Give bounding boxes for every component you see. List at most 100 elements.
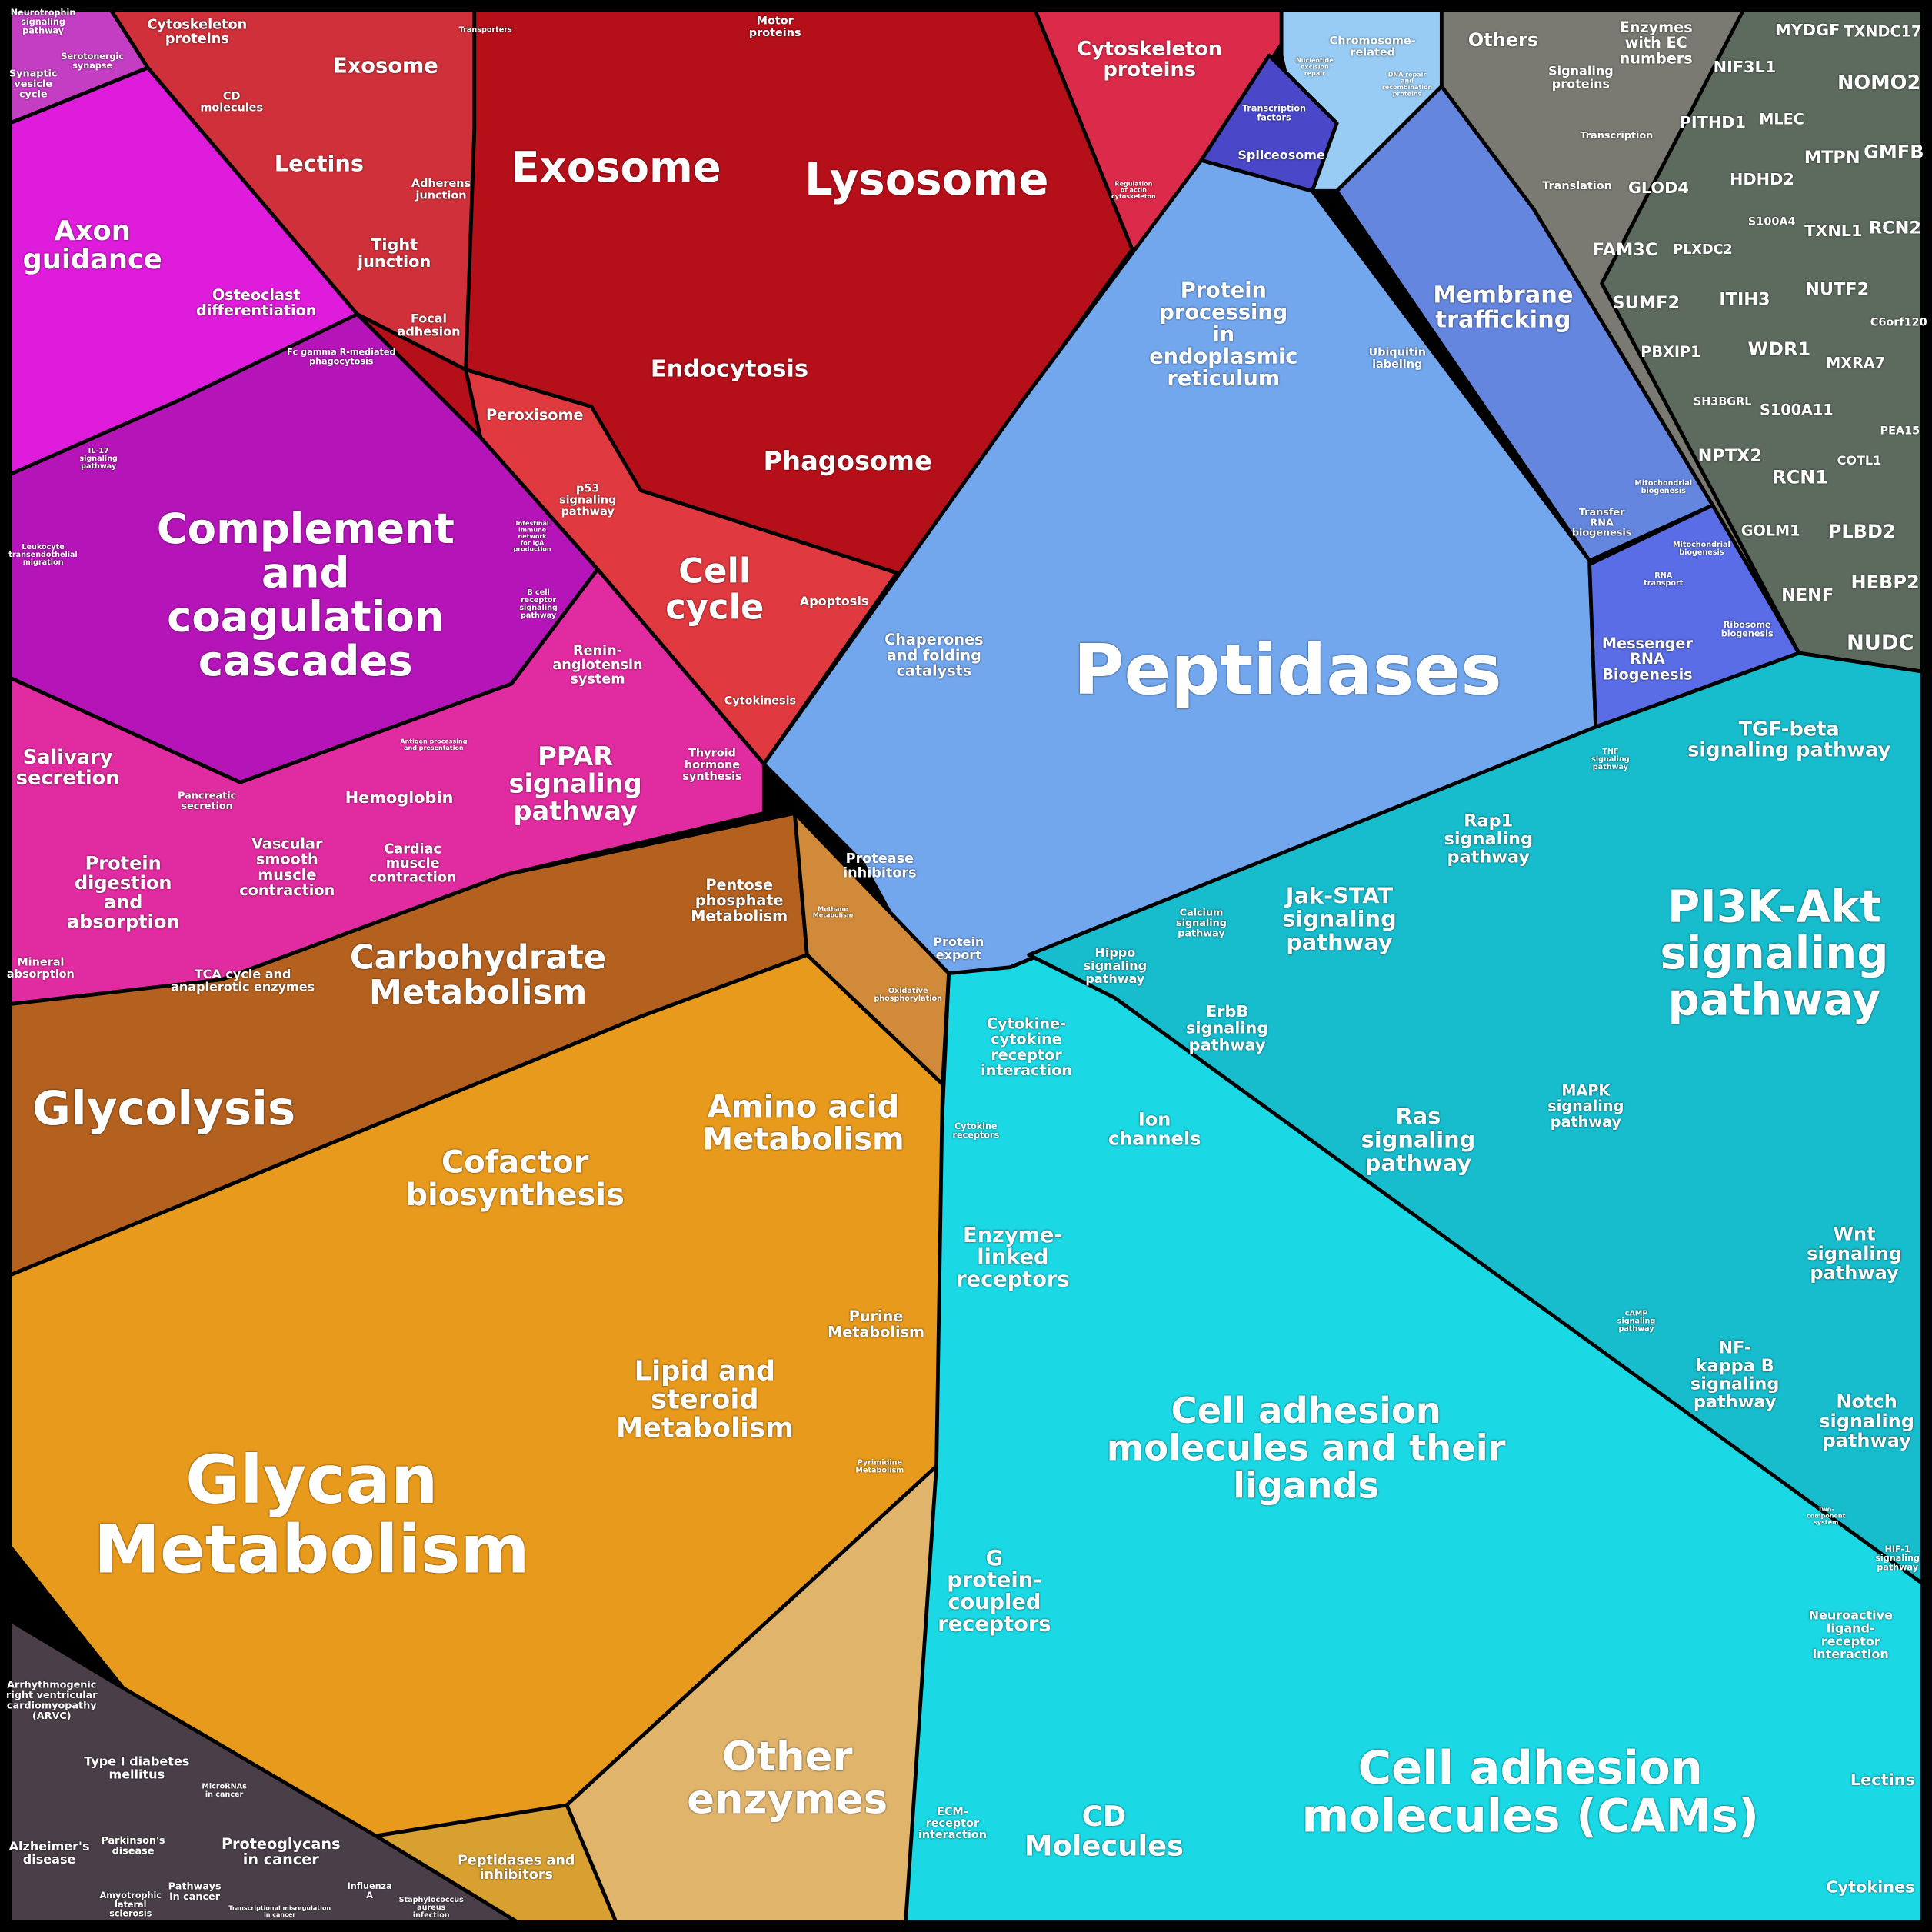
label-line: p53	[576, 482, 599, 495]
label-line: endoplasmic	[1149, 345, 1297, 368]
cell-label: Fc gamma R-mediated phagocytosis	[287, 348, 396, 367]
cell-label: GLOD4	[1628, 178, 1689, 197]
cell-label: Cytoskeleton proteins	[1077, 38, 1222, 82]
label-line: receptors	[956, 1267, 1069, 1291]
cell-label: Salivary secretion	[16, 746, 120, 790]
cell-label: p53 signaling pathway	[559, 482, 616, 518]
label-line: PPAR	[538, 741, 613, 771]
label-line: contraction	[239, 881, 335, 899]
cell-label: Transcription	[1580, 130, 1653, 142]
label-line: interaction	[1813, 1647, 1889, 1661]
label-line: Osteoclast	[212, 286, 301, 304]
label-line: C6orf120	[1870, 317, 1927, 329]
label-line: Motor	[757, 15, 794, 28]
label-line: CD	[1082, 1799, 1127, 1832]
label-line: Complement	[157, 504, 455, 553]
label-line: cycle	[665, 587, 764, 628]
label-line: PLBD2	[1828, 521, 1896, 542]
label-line: Spliceosome	[1237, 147, 1325, 162]
cell-label: Translation	[1542, 180, 1612, 192]
cell-label: cAMP signaling pathway	[1617, 1309, 1656, 1333]
label-line: Intestinal	[516, 520, 549, 527]
cell-label: MicroRNAs in cancer	[202, 1783, 247, 1799]
label-line: Hemoglobin	[345, 788, 454, 807]
label-line: signaling	[1547, 1097, 1624, 1114]
label-line: receptors	[938, 1612, 1051, 1636]
label-line: Other	[722, 1734, 853, 1780]
cell-label: Peptidases and inhibitors	[458, 1853, 575, 1883]
cell-label: TXNDC17	[1844, 22, 1922, 40]
cell-label: MLEC	[1759, 110, 1804, 128]
label-line: NF-	[1718, 1337, 1751, 1357]
label-line: DNA repair	[1388, 71, 1427, 78]
cell-label: CD molecules	[200, 90, 263, 114]
label-line: sclerosis	[109, 1909, 152, 1919]
label-line: channels	[1108, 1128, 1201, 1150]
label-line: Cytokines	[1826, 1877, 1914, 1896]
label-line: labeling	[1372, 358, 1422, 371]
label-line: Transfer	[1579, 506, 1625, 518]
cell-label: Glycan Metabolism	[94, 1442, 530, 1589]
label-line: absorption	[67, 911, 180, 932]
label-line: immune	[518, 526, 547, 533]
label-line: angiotensin	[552, 658, 642, 673]
label-line: repair	[1304, 69, 1325, 76]
label-line: signaling	[1282, 906, 1397, 932]
label-line: cytokine	[991, 1030, 1061, 1048]
label-line: Transcriptional misregulation	[228, 1904, 331, 1911]
cell-label: Oxidative phosphorylation	[874, 987, 942, 1003]
cell-label: Pancreatic secretion	[178, 790, 236, 811]
label-line: NPTX2	[1698, 445, 1762, 465]
label-line: Lectins	[275, 151, 364, 177]
label-line: contraction	[369, 871, 457, 886]
label-line: Messenger	[1602, 634, 1694, 651]
label-line: hormone	[685, 759, 740, 771]
label-line: Transcription	[1580, 130, 1653, 142]
label-line: lateral	[115, 1900, 146, 1910]
label-line: signaling	[1591, 755, 1630, 764]
label-line: Pathways	[168, 1880, 222, 1892]
label-line: in cancer	[264, 1910, 295, 1917]
label-line: RNA	[1654, 571, 1672, 580]
label-line: biosynthesis	[405, 1178, 625, 1213]
label-line: Metabolism	[702, 1122, 904, 1158]
label-line: NUTF2	[1805, 279, 1869, 299]
label-line: NENF	[1781, 585, 1834, 605]
label-line: RNA	[1590, 517, 1614, 528]
label-line: kappa B	[1696, 1356, 1774, 1376]
cell-label: Complement and coagulation cascades	[157, 504, 455, 685]
label-line: ECM-	[937, 1806, 968, 1818]
label-line: Methane	[818, 905, 848, 912]
label-line: coupled	[948, 1591, 1041, 1614]
cell-label: S100A11	[1760, 401, 1834, 418]
label-line: Fc gamma R-mediated	[287, 348, 396, 358]
label-line: Transcription	[1242, 104, 1306, 114]
label-line: G	[986, 1546, 1003, 1570]
region-splice	[1199, 53, 1339, 193]
label-line: cascades	[198, 636, 413, 685]
cell-label: Mitochondrial biogenesis	[1634, 479, 1692, 495]
cell-label: DNA repair and recombination proteins	[1382, 71, 1433, 97]
cell-label: Chaperones and folding catalysts	[884, 631, 983, 679]
label-line: pathway	[1618, 1324, 1654, 1333]
label-line: cardiomyopathy	[7, 1700, 97, 1711]
cell-label: Cytokine-cytokine receptor interaction	[981, 1014, 1072, 1079]
label-line: cAMP	[1625, 1309, 1648, 1317]
label-line: Influenza	[348, 1881, 392, 1891]
label-line: Parkinson's	[101, 1835, 165, 1847]
label-line: related	[1350, 46, 1395, 58]
label-line: Mitochondrial	[1634, 479, 1692, 488]
label-line: of actin	[1121, 186, 1147, 193]
cell-label: RCN2	[1869, 218, 1921, 238]
label-line: Peptidases and	[458, 1853, 575, 1868]
label-line: Arrhythmogenic	[7, 1679, 96, 1690]
label-line: Ion	[1138, 1108, 1171, 1130]
cell-label: Transporters	[459, 25, 512, 34]
label-line: signaling	[1084, 958, 1148, 973]
cell-label: Tight junction	[357, 235, 431, 271]
label-line: synthesis	[682, 771, 741, 783]
cell-label: Antigen processing and presentation	[400, 738, 467, 751]
label-line: NUDC	[1847, 631, 1914, 655]
cell-label: HDHD2	[1730, 170, 1794, 188]
